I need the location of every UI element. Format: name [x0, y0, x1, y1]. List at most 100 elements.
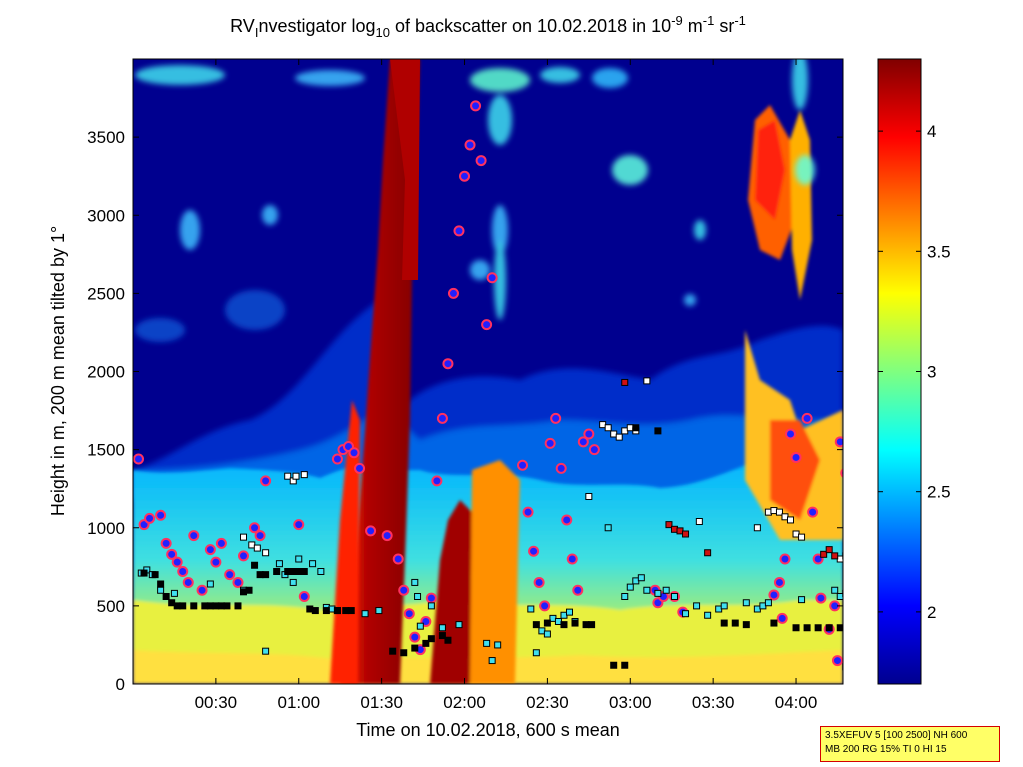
info-line-1: 3.5XEFUV 5 [100 2500] NH 600: [825, 730, 968, 741]
layer-height-circle-marker: [588, 444, 600, 456]
layer-height-circle-marker: [331, 453, 343, 465]
layer-height-square-marker: [234, 602, 242, 610]
layer-height-square-marker: [292, 472, 300, 480]
layer-height-circle-marker: [847, 430, 856, 439]
layer-height-square-marker: [162, 593, 170, 600]
layer-height-square-marker: [926, 501, 932, 507]
layer-height-circle-marker: [481, 319, 493, 331]
layer-height-square-marker: [565, 608, 573, 616]
x-tick-label: 04:00: [775, 693, 818, 712]
layer-height-square-marker: [253, 544, 261, 552]
layer-height-square-marker: [770, 619, 778, 627]
layer-height-square-marker: [975, 519, 981, 525]
layer-height-square-marker: [621, 378, 629, 386]
layer-height-square-marker: [931, 447, 937, 453]
layer-height-circle-marker: [952, 445, 961, 454]
layer-height-circle-marker: [863, 148, 872, 157]
layer-height-square-marker: [859, 562, 865, 568]
layer-height-square-marker: [953, 501, 959, 507]
layer-height-square-marker: [865, 565, 871, 571]
layer-height-square-marker: [836, 624, 843, 632]
colorbar-tick-label: 4: [927, 122, 936, 141]
layer-height-circle-marker: [365, 525, 377, 537]
layer-height-circle-marker: [550, 412, 562, 424]
layer-height-square-marker: [959, 615, 965, 621]
layer-height-square-marker: [262, 647, 270, 655]
layer-height-square-marker: [792, 624, 800, 632]
layer-height-square-marker: [959, 517, 965, 523]
layer-height-square-marker: [621, 661, 629, 669]
layer-height-square-marker: [151, 571, 159, 579]
layer-height-square-marker: [742, 599, 750, 607]
layer-height-square-marker: [532, 621, 540, 629]
layer-height-square-marker: [179, 602, 187, 610]
layer-height-square-marker: [926, 473, 932, 479]
layer-height-circle-marker: [869, 328, 878, 337]
layer-height-square-marker: [970, 608, 976, 614]
layer-height-circle-marker: [561, 514, 573, 526]
layer-height-square-marker: [959, 481, 965, 487]
layer-height-square-marker: [295, 555, 303, 563]
layer-height-square-marker: [411, 578, 419, 586]
layer-height-square-marker: [926, 462, 932, 468]
layer-height-circle-marker: [464, 139, 476, 151]
colorbar: [878, 59, 921, 684]
layer-height-square-marker: [157, 586, 165, 594]
layer-height-circle-marker: [392, 553, 404, 565]
layer-height-square-marker: [400, 649, 408, 657]
layer-height-square-marker: [317, 568, 325, 575]
layer-height-circle-marker: [204, 544, 216, 556]
layer-height-square-marker: [604, 524, 612, 532]
layer-height-square-marker: [170, 589, 178, 597]
layer-height-square-marker: [494, 641, 502, 649]
layer-height-square-marker: [859, 595, 865, 601]
layer-height-square-marker: [438, 624, 446, 632]
layer-height-circle-marker: [436, 412, 448, 424]
layer-height-circle-marker: [555, 462, 567, 474]
layer-height-circle-marker: [577, 436, 589, 448]
layer-height-square-marker: [543, 619, 551, 627]
layer-height-circle-marker: [453, 225, 465, 237]
layer-height-square-marker: [483, 639, 491, 647]
colorbar-tick-label: 2.5: [927, 483, 951, 502]
layer-height-square-marker: [854, 603, 860, 609]
layer-height-square-marker: [825, 546, 833, 554]
layer-height-square-marker: [262, 549, 270, 557]
layer-height-circle-marker: [834, 436, 843, 448]
layer-height-square-marker: [300, 471, 308, 479]
layer-height-square-marker: [870, 581, 876, 587]
layer-height-square-marker: [848, 542, 854, 548]
layer-height-circle-marker: [238, 550, 250, 562]
layer-height-circle-marker: [182, 576, 194, 588]
layer-height-square-marker: [831, 586, 839, 594]
colorbar-tick-label: 3.5: [927, 242, 951, 261]
x-tick-label: 02:30: [526, 693, 569, 712]
layer-height-square-marker: [604, 424, 612, 432]
layer-height-circle-marker: [533, 576, 545, 588]
layer-height-circle-marker: [801, 412, 813, 424]
layer-height-square-marker: [820, 550, 828, 558]
x-tick-label: 03:30: [692, 693, 735, 712]
layer-height-circle-marker: [566, 553, 578, 565]
layer-height-circle-marker: [768, 589, 780, 601]
layer-height-square-marker: [831, 552, 839, 560]
layer-height-square-marker: [870, 665, 876, 671]
layer-height-square-marker: [836, 593, 843, 600]
x-tick-label: 01:30: [360, 693, 403, 712]
colorbar-tick-label: 3: [927, 363, 936, 382]
layer-height-square-marker: [948, 462, 954, 468]
colorbar-tick-label: 2: [927, 603, 936, 622]
layer-height-square-marker: [964, 528, 970, 534]
layer-height-circle-marker: [858, 586, 867, 595]
layer-height-square-marker: [245, 586, 253, 594]
layer-height-square-marker: [251, 561, 259, 569]
layer-height-circle-marker: [776, 612, 788, 624]
layer-height-square-marker: [704, 549, 712, 557]
layer-height-square-marker: [588, 621, 596, 629]
layer-height-circle-marker: [403, 608, 415, 620]
layer-height-square-marker: [361, 610, 369, 618]
layer-height-square-marker: [942, 453, 948, 459]
layer-height-square-marker: [427, 602, 435, 610]
layer-height-circle-marker: [224, 569, 236, 581]
